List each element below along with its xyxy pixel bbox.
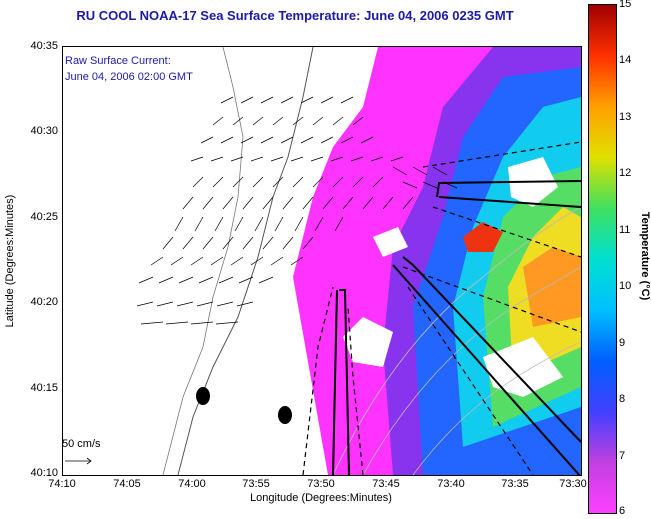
colorbar-tick: 9 xyxy=(619,337,626,349)
lane-line-dashed xyxy=(302,286,334,475)
x-tick-label: 73:35 xyxy=(501,478,529,490)
x-axis-label: Longitude (Degrees:Minutes) xyxy=(250,492,392,504)
colorbar-label: Temperature (°C) xyxy=(639,211,651,301)
lane-line-solid xyxy=(339,289,350,475)
coastline-inner xyxy=(162,47,244,475)
lane-line-dashed xyxy=(347,306,364,475)
map-area: Raw Surface Current: June 04, 2006 02:00… xyxy=(62,46,582,476)
legend-current-label: Raw Surface Current: xyxy=(65,55,171,67)
contour-line xyxy=(412,341,581,475)
lane-line-solid xyxy=(332,289,338,475)
cloud-patch xyxy=(483,337,563,397)
y-tick-label: 40:35 xyxy=(30,40,58,52)
lane-line-dashed xyxy=(402,266,581,333)
y-tick-label: 40:20 xyxy=(30,296,58,308)
sst-red-patch xyxy=(463,222,503,252)
land-area xyxy=(63,47,313,475)
x-tick-label: 73:30 xyxy=(559,478,587,490)
island-marker xyxy=(278,406,292,424)
lane-line-solid xyxy=(392,264,581,475)
contour-line xyxy=(362,266,581,475)
colorbar-tick: 14 xyxy=(619,54,632,66)
scale-arrow xyxy=(65,457,92,465)
temperature-colorbar xyxy=(588,4,617,514)
colorbar-tick: 10 xyxy=(619,280,632,292)
island-marker xyxy=(196,387,210,405)
x-tick-label: 74:10 xyxy=(48,478,76,490)
x-tick-label: 73:50 xyxy=(307,478,335,490)
current-vector-field xyxy=(136,96,458,325)
cloud-patch xyxy=(373,227,408,257)
y-axis-label: Latitude (Degrees:Minutes) xyxy=(4,194,16,328)
lane-line-solid xyxy=(436,180,581,198)
y-tick-label: 40:25 xyxy=(30,211,58,223)
scale-label: 50 cm/s xyxy=(62,438,101,450)
y-tick-label: 40:10 xyxy=(30,467,58,479)
x-tick-label: 74:05 xyxy=(113,478,141,490)
colorbar-tick: 15 xyxy=(619,0,632,10)
colorbar-tick: 7 xyxy=(619,450,626,462)
cloud-patch xyxy=(343,317,393,367)
lane-line-solid xyxy=(402,256,581,443)
colorbar-tick: 11 xyxy=(619,224,631,236)
colorbar-tick: 6 xyxy=(619,505,626,517)
x-tick-label: 73:40 xyxy=(437,478,465,490)
x-tick-label: 74:00 xyxy=(178,478,206,490)
colorbar-tick: 13 xyxy=(619,111,632,123)
legend-current-time: June 04, 2006 02:00 GMT xyxy=(65,71,193,83)
x-tick-label: 73:45 xyxy=(372,478,400,490)
map-canvas xyxy=(63,47,581,475)
sst-orange-region xyxy=(523,247,581,327)
colorbar-tick: 12 xyxy=(619,167,632,179)
lane-line-dashed xyxy=(407,286,534,475)
lane-line-dashed xyxy=(432,206,581,258)
colorbar-tick: 8 xyxy=(619,393,626,405)
y-tick-label: 40:15 xyxy=(30,382,58,394)
map-title: RU COOL NOAA-17 Sea Surface Temperature:… xyxy=(76,8,514,23)
y-tick-label: 40:30 xyxy=(30,125,58,137)
x-tick-label: 73:55 xyxy=(242,478,270,490)
lane-line-solid xyxy=(438,196,581,208)
